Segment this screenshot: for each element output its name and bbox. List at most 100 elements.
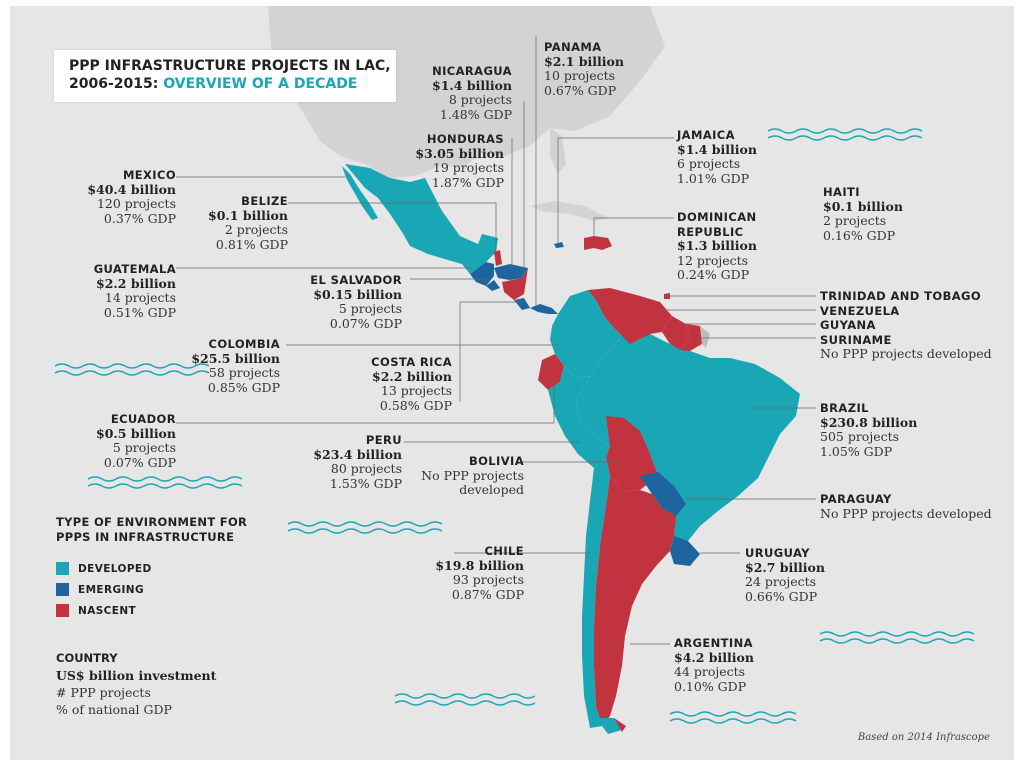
label-argentina: ARGENTINA $4.2 billion 44 projects 0.10%… — [674, 636, 754, 694]
investment: $0.1 billion — [823, 198, 903, 214]
investment: $2.1 billion — [544, 53, 624, 69]
country-name-venezuela: VENEZUELA — [820, 303, 900, 318]
investment: $4.2 billion — [674, 649, 754, 665]
investment: $2.2 billion — [372, 368, 452, 384]
label-jamaica: JAMAICA $1.4 billion 6 projects 1.01% GD… — [677, 128, 757, 186]
wave — [287, 528, 443, 534]
projects: 5 projects — [338, 301, 402, 316]
gdp: 0.07% GDP — [103, 454, 176, 470]
projects: 12 projects — [677, 252, 749, 268]
wave-decorations — [54, 128, 975, 724]
label-ecuador: ECUADOR $0.5 billion 5 projects 0.07% GD… — [96, 412, 176, 470]
french-guiana-shape — [700, 326, 710, 348]
gdp: 0.51% GDP — [103, 304, 176, 320]
note: No PPP projects developed — [820, 346, 992, 361]
projects: 93 projects — [452, 572, 524, 587]
tierra-del-fuego-shape — [596, 718, 622, 734]
ecuador-shape — [538, 354, 564, 390]
legend-title-line-2: PPPS IN INFRASTRUCTURE — [56, 530, 235, 544]
key-projects: # PPP projects — [56, 685, 151, 700]
projects: 6 projects — [677, 156, 741, 171]
venezuela-shape — [588, 288, 672, 344]
title-line-1: PPP INFRASTRUCTURE PROJECTS IN LAC, — [69, 58, 391, 74]
projects: 2 projects — [823, 213, 887, 228]
title-box: PPP INFRASTRUCTURE PROJECTS IN LAC, 2006… — [54, 50, 396, 102]
wave — [669, 718, 797, 724]
country-name: PERU — [365, 433, 402, 447]
panama-shape — [530, 304, 558, 314]
label-dominican-republic: DOMINICAN REPUBLIC $1.3 billion 12 proje… — [677, 210, 757, 283]
mexico-shape — [345, 164, 498, 274]
projects: 14 projects — [104, 290, 176, 305]
projects: 19 projects — [432, 160, 504, 175]
legend-title-line-1: TYPE OF ENVIRONMENT FOR — [56, 515, 248, 529]
investment: $0.5 billion — [96, 425, 176, 441]
label-nicaragua: NICARAGUA $1.4 billion 8 projects 1.48% … — [432, 64, 512, 122]
wave — [54, 363, 210, 369]
legend: TYPE OF ENVIRONMENT FOR PPPS IN INFRASTR… — [56, 515, 247, 618]
label-paraguay: PARAGUAY No PPP projects developed — [820, 492, 992, 521]
projects: 13 projects — [380, 383, 452, 398]
gdp: 0.37% GDP — [103, 210, 176, 226]
investment: $1.4 billion — [677, 141, 757, 157]
legend-swatch-developed — [56, 562, 69, 575]
country-name: BELIZE — [241, 194, 288, 208]
legend-swatch-emerging — [56, 583, 69, 596]
wave — [669, 711, 797, 717]
gdp: 0.07% GDP — [329, 315, 402, 331]
country-name-guyana: GUYANA — [820, 318, 876, 332]
brazil-shape — [576, 334, 800, 546]
country-name-suriname: SURINAME — [820, 332, 892, 347]
wave — [819, 638, 975, 644]
legend-item-nascent: NASCENT — [56, 603, 247, 618]
legend-item-developed: DEVELOPED — [56, 561, 247, 576]
note: No PPP projects developed — [820, 505, 992, 521]
dominican-republic-shape — [594, 236, 612, 250]
investment: $0.1 billion — [208, 207, 288, 223]
label-belize: BELIZE $0.1 billion 2 projects 0.81% GDP — [208, 194, 288, 252]
nicaragua-shape — [502, 268, 528, 300]
wave — [819, 631, 975, 637]
country-name: JAMAICA — [677, 128, 735, 142]
projects: 2 projects — [224, 222, 288, 237]
country-name: EL SALVADOR — [310, 273, 402, 287]
baja-shape — [342, 166, 378, 220]
investment: $2.7 billion — [745, 559, 825, 575]
title-years: 2006-2015: — [69, 76, 159, 92]
country-name: GUATEMALA — [93, 262, 176, 276]
wave — [54, 370, 210, 376]
paraguay-shape — [640, 472, 686, 516]
label-bolivia: BOLIVIA No PPP projects developed — [421, 454, 524, 498]
country-name: PANAMA — [544, 40, 602, 54]
guyana-shape — [662, 316, 690, 350]
projects: 5 projects — [112, 440, 176, 455]
label-colombia: COLOMBIA $25.5 billion 58 projects 0.85%… — [191, 337, 280, 395]
investment: $19.8 billion — [435, 557, 524, 573]
country-name: MEXICO — [122, 168, 176, 182]
wave — [394, 693, 536, 699]
label-haiti: HAITI $0.1 billion 2 projects 0.16% GDP — [823, 185, 903, 243]
argentina-shape — [594, 476, 676, 726]
country-name: URUGUAY — [745, 546, 810, 560]
country-name: HAITI — [823, 185, 860, 199]
country-name-trinidad: TRINIDAD AND TOBAGO — [820, 289, 982, 303]
investment: $25.5 billion — [191, 350, 280, 366]
north-america-shape — [268, 6, 665, 178]
gdp: 1.48% GDP — [439, 106, 512, 122]
gdp: 0.16% GDP — [823, 227, 896, 243]
label-el-salvador: EL SALVADOR $0.15 billion 5 projects 0.0… — [310, 273, 402, 331]
investment: $40.4 billion — [87, 181, 176, 197]
key-investment: US$ billion investment — [56, 668, 217, 683]
bolivia-shape — [606, 416, 658, 492]
note-line-1: No PPP projects — [421, 467, 524, 483]
legend-label: EMERGING — [78, 583, 145, 596]
investment: $2.2 billion — [96, 275, 176, 291]
tierra-del-fuego-arg-shape — [614, 718, 626, 732]
guatemala-shape — [470, 262, 494, 286]
leader-line — [593, 217, 674, 236]
projects: 24 projects — [745, 574, 817, 589]
label-peru: PERU $23.4 billion 80 projects 1.53% GDP — [313, 433, 402, 491]
investment: $23.4 billion — [313, 446, 402, 462]
label-north-south-america-group: TRINIDAD AND TOBAGO VENEZUELA GUYANA SUR… — [820, 289, 992, 362]
label-mexico: MEXICO $40.4 billion 120 projects 0.37% … — [87, 168, 176, 226]
